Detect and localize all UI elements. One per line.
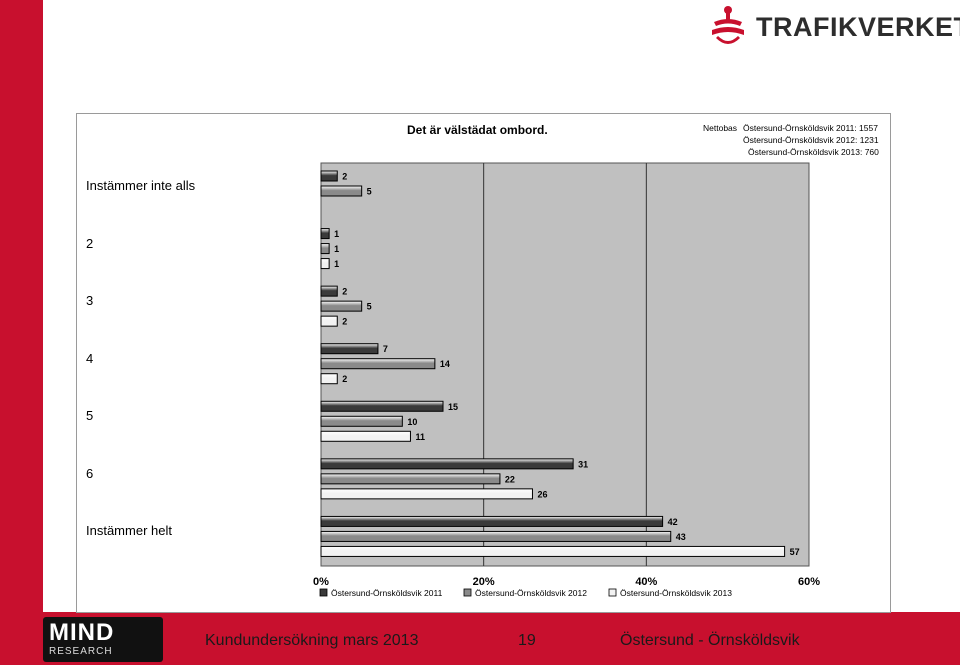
category-label: 6 bbox=[86, 465, 94, 481]
mind-logo-text: MIND bbox=[49, 619, 115, 646]
bar bbox=[320, 228, 330, 240]
bar bbox=[320, 430, 411, 442]
legend-swatch bbox=[463, 588, 472, 597]
bar bbox=[320, 170, 338, 182]
x-tick-label: 0% bbox=[313, 576, 329, 588]
category-label: 3 bbox=[86, 293, 94, 309]
bar bbox=[320, 415, 403, 427]
category-label: 5 bbox=[86, 408, 94, 424]
data-label: 1 bbox=[334, 229, 339, 239]
bar bbox=[320, 400, 444, 412]
bar bbox=[320, 343, 379, 355]
left-brand-band bbox=[0, 0, 43, 665]
page-number: 19 bbox=[518, 632, 536, 649]
data-label: 15 bbox=[448, 402, 458, 412]
data-label: 43 bbox=[676, 532, 686, 542]
data-label: 31 bbox=[578, 459, 588, 469]
bar bbox=[320, 473, 501, 485]
data-label: 2 bbox=[342, 317, 347, 327]
nettobas-box: Nettobas Östersund-Örnsköldsvik 2011: 155… bbox=[703, 122, 879, 158]
bar bbox=[320, 185, 363, 197]
survey-label: Kundundersökning mars 2013 bbox=[205, 632, 419, 649]
route-label: Östersund - Örnsköldsvik bbox=[620, 632, 800, 649]
data-label: 5 bbox=[367, 302, 372, 312]
nettobas-entry: Östersund-Örnsköldsvik 2013: 760 bbox=[748, 147, 879, 157]
legend-swatch bbox=[608, 588, 617, 597]
bar bbox=[320, 530, 672, 542]
chart-title: Det är välstädat ombord. bbox=[407, 123, 548, 137]
category-label: 2 bbox=[86, 235, 94, 251]
data-label: 5 bbox=[367, 187, 372, 197]
nettobas-entry: Östersund-Örnsköldsvik 2011: 1557 bbox=[743, 123, 878, 133]
data-label: 11 bbox=[415, 432, 425, 442]
data-label: 2 bbox=[342, 374, 347, 384]
data-label: 22 bbox=[505, 474, 515, 484]
data-label: 1 bbox=[334, 244, 339, 254]
bar bbox=[320, 373, 338, 385]
data-label: 57 bbox=[790, 547, 800, 557]
legend-label: Östersund-Örnsköldsvik 2012 bbox=[475, 588, 587, 598]
mind-research-logo bbox=[43, 617, 163, 662]
trafikverket-crown-icon bbox=[712, 6, 744, 44]
legend-swatch bbox=[319, 588, 328, 597]
data-label: 26 bbox=[537, 489, 547, 499]
data-label: 42 bbox=[668, 517, 678, 527]
bar bbox=[320, 458, 574, 470]
category-label: Instämmer helt bbox=[86, 523, 172, 539]
data-label: 10 bbox=[407, 417, 417, 427]
bar bbox=[320, 243, 330, 255]
nettobas-label: Nettobas bbox=[703, 123, 738, 133]
brand-wordmark: TRAFIKVERKET bbox=[756, 12, 960, 42]
data-label: 1 bbox=[334, 259, 339, 269]
bar bbox=[320, 545, 786, 557]
data-label: 2 bbox=[342, 172, 347, 182]
bar bbox=[320, 515, 664, 527]
x-tick-label: 40% bbox=[635, 576, 657, 588]
bar bbox=[320, 358, 436, 370]
data-label: 7 bbox=[383, 344, 388, 354]
mind-logo-subtext: RESEARCH bbox=[49, 646, 113, 657]
category-label: Instämmer inte alls bbox=[86, 178, 196, 193]
bar bbox=[320, 300, 363, 312]
legend-label: Östersund-Örnsköldsvik 2013 bbox=[620, 588, 732, 598]
legend-label: Östersund-Örnsköldsvik 2011 bbox=[331, 588, 443, 598]
nettobas-entry: Östersund-Örnsköldsvik 2012: 1231 bbox=[743, 135, 879, 145]
data-label: 2 bbox=[342, 287, 347, 297]
category-label: 4 bbox=[86, 350, 94, 366]
bar bbox=[320, 315, 338, 327]
bar bbox=[320, 285, 338, 297]
bar bbox=[320, 258, 330, 270]
data-label: 14 bbox=[440, 359, 450, 369]
bar bbox=[320, 488, 533, 500]
x-tick-label: 20% bbox=[473, 576, 495, 588]
x-tick-label: 60% bbox=[798, 576, 820, 588]
